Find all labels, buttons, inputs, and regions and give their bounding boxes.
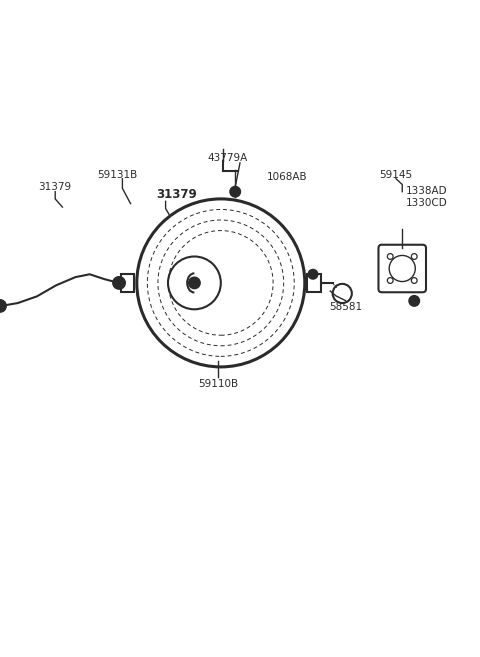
Text: 31379: 31379	[156, 189, 197, 201]
Circle shape	[387, 254, 393, 260]
Bar	[307, 274, 321, 292]
Circle shape	[230, 187, 240, 197]
Text: 59145: 59145	[379, 170, 413, 180]
Circle shape	[113, 277, 125, 289]
Text: 31379: 31379	[38, 182, 72, 192]
Text: 1330CD: 1330CD	[406, 198, 447, 208]
Circle shape	[0, 300, 6, 312]
Bar	[121, 274, 134, 292]
Text: 1338AD: 1338AD	[406, 187, 447, 196]
Circle shape	[411, 278, 417, 283]
Circle shape	[409, 296, 420, 306]
Text: 59131B: 59131B	[97, 170, 138, 180]
Circle shape	[308, 269, 318, 279]
Text: 59110B: 59110B	[198, 379, 239, 389]
Circle shape	[387, 278, 393, 283]
Text: 43779A: 43779A	[208, 153, 248, 163]
Circle shape	[411, 254, 417, 260]
Text: 58581: 58581	[329, 302, 362, 312]
Circle shape	[189, 277, 200, 288]
Text: 1068AB: 1068AB	[266, 172, 307, 182]
